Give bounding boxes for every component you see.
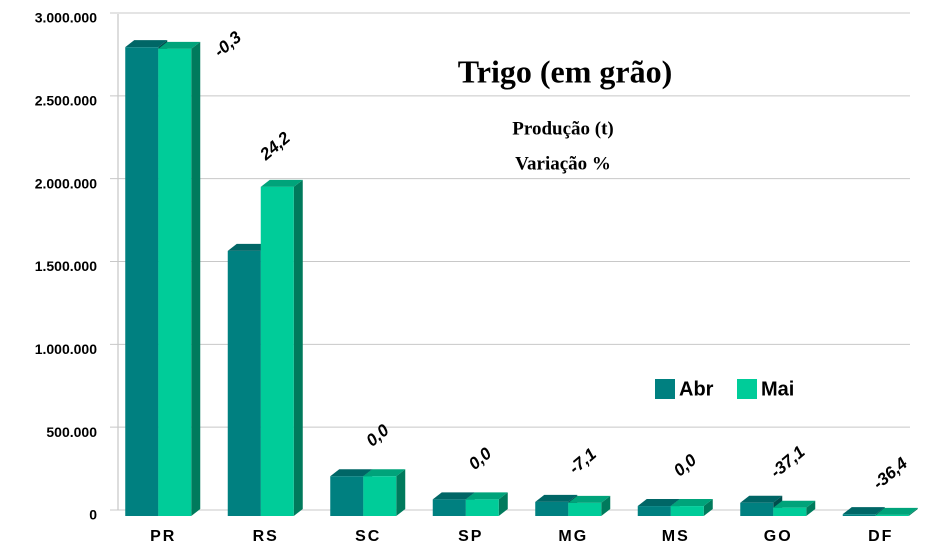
x-tick-label: MG	[558, 528, 588, 545]
bar	[363, 476, 397, 516]
y-tick-label: 3.000.000	[35, 10, 97, 26]
annotation: 24,2	[256, 128, 295, 165]
bar	[568, 502, 602, 516]
bar-top	[260, 179, 303, 187]
legend-label: Mai	[761, 378, 794, 400]
annotation: 0,0	[362, 420, 393, 450]
bar-side	[191, 41, 201, 516]
x-tick-label: PR	[150, 528, 176, 545]
y-tick-label: 2.000.000	[35, 175, 97, 191]
bar-top	[432, 492, 475, 500]
bar-side	[498, 492, 508, 516]
bar	[227, 250, 261, 516]
bar-top	[535, 494, 578, 502]
bar	[465, 499, 499, 516]
bar-side	[396, 469, 406, 516]
annotation: -0,3	[210, 27, 245, 61]
bar	[158, 48, 192, 516]
bar-top	[227, 243, 270, 251]
legend-label: Abr	[679, 378, 714, 400]
bar	[773, 507, 807, 516]
chart-title: Trigo (em grão)	[458, 53, 672, 89]
x-tick-label: DF	[868, 528, 893, 545]
y-tick-label: 1.000.000	[35, 341, 97, 357]
bar-top	[568, 495, 611, 503]
x-tick-label: GO	[764, 528, 793, 545]
bar-side	[908, 507, 918, 516]
bar	[330, 476, 364, 516]
bar-top	[158, 41, 201, 49]
bar-side	[806, 500, 816, 516]
bar	[432, 499, 466, 516]
bar-top	[670, 499, 713, 507]
bar-top	[740, 495, 783, 503]
bar-top	[637, 499, 680, 507]
y-tick-label: 0	[89, 507, 97, 523]
bar-top	[875, 507, 918, 515]
chart-subtitle: Produção (t)	[512, 118, 614, 139]
bar	[125, 47, 159, 517]
bar	[637, 506, 671, 516]
legend-swatch	[737, 379, 757, 399]
annotation: 0,0	[465, 443, 496, 473]
annotation: -7,1	[565, 444, 600, 477]
x-tick-label: SP	[458, 528, 483, 545]
chart-subtitle: Variação %	[515, 153, 611, 174]
y-tick-label: 2.500.000	[35, 93, 97, 109]
bar-top	[330, 469, 373, 477]
bar	[670, 506, 704, 516]
bar	[740, 502, 774, 516]
x-tick-label: MS	[662, 528, 690, 545]
bar-top	[125, 40, 168, 48]
bar-top	[363, 469, 406, 477]
annotation: -36,4	[869, 453, 911, 493]
bar-top	[773, 500, 816, 508]
bar-side	[601, 495, 611, 516]
legend-swatch	[655, 379, 675, 399]
y-tick-label: 500.000	[46, 424, 97, 440]
x-tick-label: RS	[253, 528, 279, 545]
annotation: -37,1	[767, 442, 809, 481]
y-tick-label: 1.500.000	[35, 258, 97, 274]
bar	[842, 514, 876, 516]
bar-side	[293, 179, 303, 517]
bar-top	[465, 492, 508, 500]
x-tick-label: SC	[355, 528, 381, 545]
bar-top	[842, 507, 885, 515]
bar	[875, 514, 909, 516]
bar-side	[703, 499, 713, 516]
bar	[535, 501, 569, 516]
bar	[260, 186, 294, 517]
annotation: 0,0	[670, 450, 701, 480]
